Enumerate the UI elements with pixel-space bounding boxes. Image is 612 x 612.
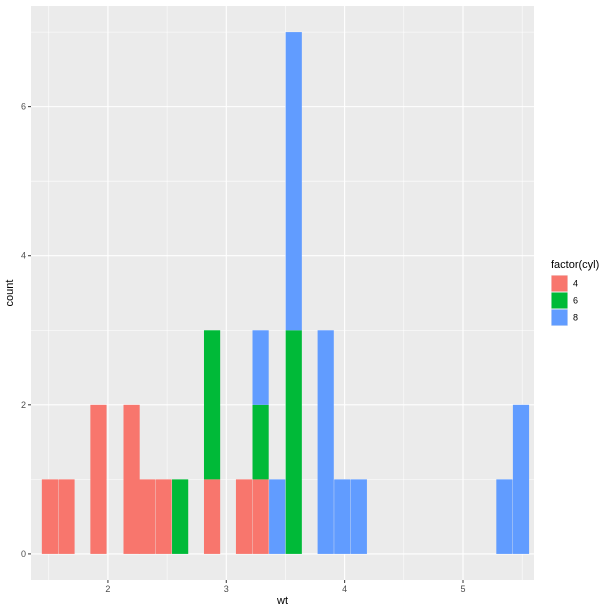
bar-cyl-6: [252, 404, 269, 480]
bar-cyl-8: [496, 479, 513, 554]
y-axis-title: count: [4, 280, 16, 307]
legend-key-6: [551, 292, 568, 309]
legend-title: factor(cyl): [551, 259, 599, 271]
legend-label-4: 4: [573, 279, 578, 289]
bar-cyl-4: [235, 479, 253, 554]
y-tick-label: 6: [21, 102, 26, 112]
legend: factor(cyl) 4 6 8: [551, 259, 599, 326]
bar-cyl-8: [317, 330, 334, 554]
bar-cyl-6: [285, 330, 302, 554]
bar-cyl-8: [512, 404, 530, 554]
bar-cyl-4: [41, 479, 59, 554]
histogram-bars: [41, 32, 530, 554]
y-tick-label: 0: [21, 549, 26, 559]
bar-cyl-8: [350, 479, 367, 554]
bar-cyl-8: [252, 330, 269, 405]
x-axis-title: wt: [276, 595, 288, 607]
x-tick-label: 5: [460, 584, 465, 594]
x-tick-label: 3: [224, 584, 229, 594]
x-tick-label: 4: [342, 584, 347, 594]
y-axis: 0 2 4 6: [21, 102, 31, 559]
bar-cyl-8: [334, 479, 351, 554]
x-tick-label: 2: [105, 584, 110, 594]
legend-label-8: 8: [573, 313, 578, 323]
legend-label-6: 6: [573, 296, 578, 306]
bar-cyl-8: [285, 32, 302, 331]
bar-cyl-4: [203, 479, 221, 554]
bar-cyl-4: [123, 404, 140, 554]
bar-cyl-4: [138, 479, 156, 554]
y-tick-label: 2: [21, 400, 26, 410]
legend-key-8: [551, 309, 568, 326]
bar-cyl-4: [155, 479, 172, 554]
bar-cyl-4: [58, 479, 75, 554]
x-axis: 2 3 4 5: [105, 580, 465, 594]
bar-cyl-4: [90, 404, 107, 554]
bar-cyl-6: [203, 330, 221, 480]
bar-cyl-8: [269, 479, 286, 554]
y-tick-label: 4: [21, 251, 26, 261]
bar-cyl-4: [252, 479, 269, 554]
legend-key-4: [551, 275, 568, 292]
bar-cyl-6: [172, 479, 189, 554]
